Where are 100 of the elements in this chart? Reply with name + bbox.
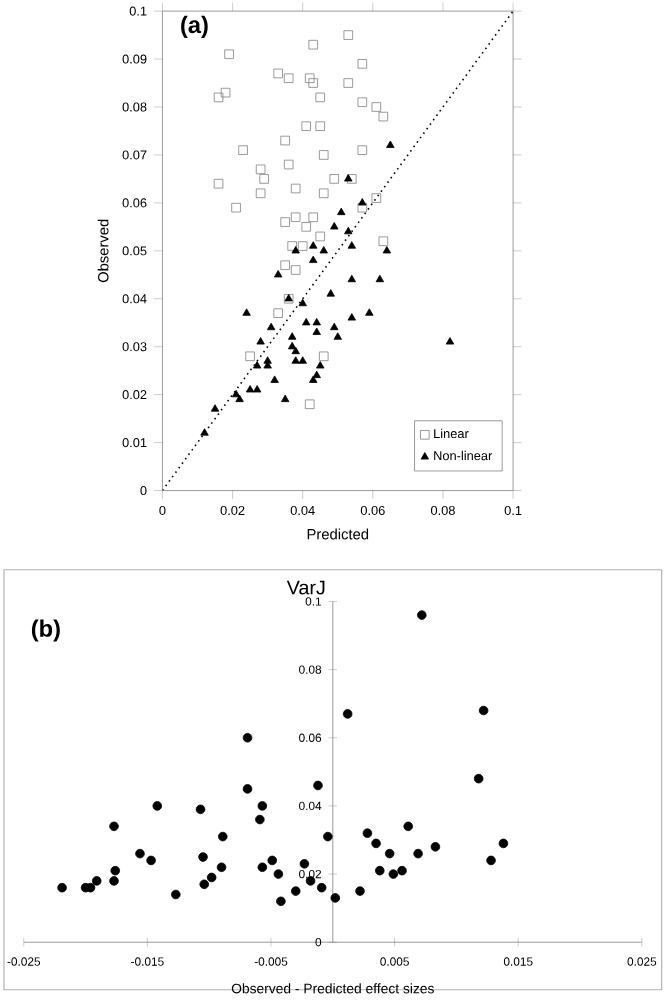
point (308, 39, 319, 50)
point (200, 428, 209, 436)
point (152, 801, 163, 811)
point (316, 361, 325, 369)
y-axis-title: VarJ (287, 580, 325, 595)
point (375, 274, 385, 283)
point (211, 404, 220, 412)
point (220, 87, 231, 98)
point (291, 886, 301, 896)
point (333, 332, 343, 340)
point (315, 231, 326, 242)
point (232, 389, 241, 398)
point (347, 274, 357, 283)
point (274, 270, 283, 278)
point (343, 78, 354, 88)
point (315, 92, 326, 103)
point (109, 821, 119, 832)
point (315, 121, 326, 131)
point (357, 97, 368, 107)
point (199, 879, 210, 890)
point (242, 733, 253, 743)
point (479, 705, 489, 716)
point (329, 174, 340, 184)
point (213, 178, 224, 189)
point (319, 150, 329, 160)
point (365, 308, 374, 316)
point (375, 865, 385, 876)
point (298, 356, 308, 364)
point (146, 855, 157, 866)
point (382, 246, 392, 254)
point (135, 848, 145, 859)
point (326, 289, 336, 297)
point (358, 198, 367, 206)
point (362, 828, 373, 838)
point (312, 370, 322, 379)
point (319, 246, 329, 254)
point (242, 308, 251, 316)
point (308, 78, 319, 88)
point (323, 831, 333, 842)
point (273, 869, 284, 879)
point (312, 317, 322, 326)
point (242, 784, 253, 794)
point (213, 92, 224, 103)
point (301, 222, 312, 232)
point (57, 882, 68, 893)
point (267, 322, 276, 331)
point (343, 30, 354, 40)
point (486, 855, 496, 866)
point (291, 346, 301, 355)
point (291, 356, 301, 364)
point (256, 337, 265, 345)
point (259, 174, 270, 184)
point (273, 308, 284, 318)
point (291, 246, 301, 254)
point (319, 188, 329, 199)
point (299, 859, 310, 869)
point (257, 862, 268, 873)
point (371, 102, 382, 112)
point (413, 848, 424, 859)
point (417, 610, 427, 620)
point (312, 327, 322, 335)
point (308, 212, 319, 223)
point (309, 255, 318, 263)
point (385, 848, 395, 859)
point (253, 361, 262, 369)
point (357, 145, 368, 155)
point (397, 865, 407, 876)
point (256, 164, 266, 175)
point (231, 202, 242, 213)
point (330, 322, 339, 331)
point (284, 159, 294, 170)
point (280, 135, 291, 146)
point (207, 872, 217, 883)
point (281, 394, 290, 403)
point (302, 317, 311, 326)
point (403, 821, 414, 832)
point (371, 193, 382, 203)
point (344, 226, 353, 235)
point (291, 212, 301, 223)
point (273, 68, 284, 79)
point (109, 876, 119, 886)
point (257, 801, 268, 811)
point (305, 73, 315, 83)
point (386, 140, 395, 148)
point (92, 876, 102, 886)
point (378, 111, 389, 122)
point (298, 241, 308, 251)
point (343, 709, 353, 719)
point (238, 145, 249, 155)
chart-title: (a) (181, 15, 208, 38)
point (309, 241, 318, 249)
point (378, 236, 389, 246)
point (309, 375, 318, 383)
point (291, 265, 301, 275)
point (284, 73, 294, 83)
point (445, 337, 455, 345)
point (216, 862, 227, 873)
point (330, 222, 339, 230)
point (301, 121, 312, 131)
point (298, 298, 308, 307)
